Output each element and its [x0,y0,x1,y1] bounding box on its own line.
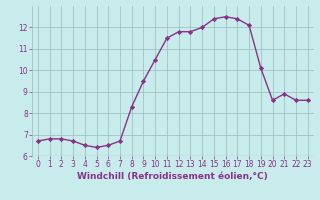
X-axis label: Windchill (Refroidissement éolien,°C): Windchill (Refroidissement éolien,°C) [77,172,268,181]
